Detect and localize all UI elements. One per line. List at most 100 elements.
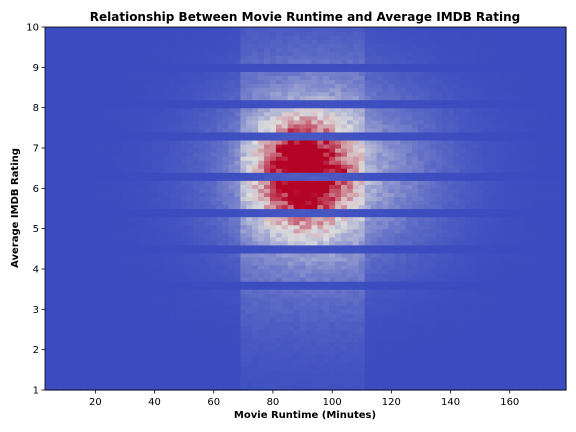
heatmap-cell [341,325,348,331]
heatmap-cell [335,325,342,331]
heatmap-cell [216,236,224,242]
heatmap-cell [554,220,561,226]
heatmap-cell [169,252,176,258]
heatmap-cell [204,305,212,310]
heatmap-cell [376,293,384,298]
heatmap-cell [335,345,342,351]
heatmap-cell [181,357,188,363]
heatmap-cell [175,196,182,202]
heatmap-cell [56,196,64,202]
heatmap-cell [412,172,419,177]
heatmap-cell [323,220,330,226]
heatmap-cell [222,281,230,286]
heatmap-cell [145,184,153,189]
heatmap-cell [524,256,532,262]
heatmap-cell [370,188,378,193]
heatmap-cell [494,349,502,355]
heatmap-cell [435,160,443,165]
heatmap-cell [441,305,449,310]
heatmap-cell [50,264,58,270]
heatmap-cell [145,264,153,270]
heatmap-cell [127,196,135,202]
heatmap-cell [542,377,549,383]
heatmap-cell [352,216,360,222]
heatmap-cell [240,260,247,266]
heatmap-cell [74,365,82,371]
heatmap-cell [518,164,526,169]
heatmap-cell [494,329,502,335]
heatmap-cell [317,160,324,165]
heatmap-cell [198,385,206,391]
heatmap-cell [524,232,532,238]
heatmap-cell [341,349,348,355]
heatmap-cell [465,353,472,359]
heatmap-cell [364,377,372,383]
heatmap-cell [264,381,271,387]
heatmap-cell [311,168,318,173]
heatmap-cell [542,385,549,391]
heatmap-cell [524,220,532,226]
heatmap-cell [62,252,70,258]
heatmap-cell [187,349,194,355]
heatmap-cell [370,176,378,181]
heatmap-cell [74,289,82,294]
heatmap-cell [216,252,224,258]
heatmap-cell [483,361,490,367]
heatmap-cell [287,172,295,177]
heatmap-cell [329,297,336,302]
heatmap-cell [74,369,82,375]
heatmap-cell [121,240,129,246]
heatmap-cell [530,164,537,169]
heatmap-cell [352,277,360,282]
heatmap-cell [506,369,514,375]
heatmap-cell [376,244,384,250]
heatmap-cell [281,196,289,202]
heatmap-cell [275,164,283,169]
heatmap-cell [536,309,543,314]
heatmap-cell [406,216,413,222]
heatmap-cell [234,273,241,278]
heatmap-cell [204,264,212,270]
heatmap-cell [45,377,52,383]
heatmap-cell [228,305,236,310]
heatmap-cell [435,325,443,331]
heatmap-cell [187,365,194,371]
heatmap-cell [518,192,526,197]
heatmap-cell [483,264,490,270]
heatmap-cell [133,212,141,218]
heatmap-cell [275,329,283,335]
heatmap-cell [287,281,295,286]
heatmap-cell [530,232,537,238]
chart-title: Relationship Between Movie Runtime and A… [90,10,521,24]
heatmap-cell [317,357,324,363]
heatmap-cell [281,329,289,335]
heatmap-cell [400,329,407,335]
heatmap-cell [198,313,206,318]
heatmap-cell [198,212,206,218]
heatmap-cell [560,285,567,290]
heatmap-cell [299,273,307,278]
heatmap-cell [240,365,247,371]
heatmap-cell [163,349,170,355]
heatmap-cell [494,269,502,274]
heatmap-cell [204,345,212,351]
heatmap-cell [518,248,526,254]
heatmap-cell [358,224,366,230]
heatmap-cell [151,333,159,339]
heatmap-cell [548,325,555,331]
heatmap-cell [494,168,502,173]
heatmap-cell [56,240,64,246]
heatmap-cell [483,252,490,258]
heatmap-cell [358,365,366,371]
heatmap-cell [500,224,508,230]
heatmap-cell [68,369,76,375]
heatmap-cell [542,224,549,230]
heatmap-cell [382,244,389,250]
heatmap-cell [471,349,478,355]
heatmap-cell [258,353,265,359]
heatmap-cell [329,164,336,169]
heatmap-cell [388,240,395,246]
heatmap-cell [311,236,318,242]
heatmap-cell [524,297,532,302]
heatmap-cell [423,232,431,238]
